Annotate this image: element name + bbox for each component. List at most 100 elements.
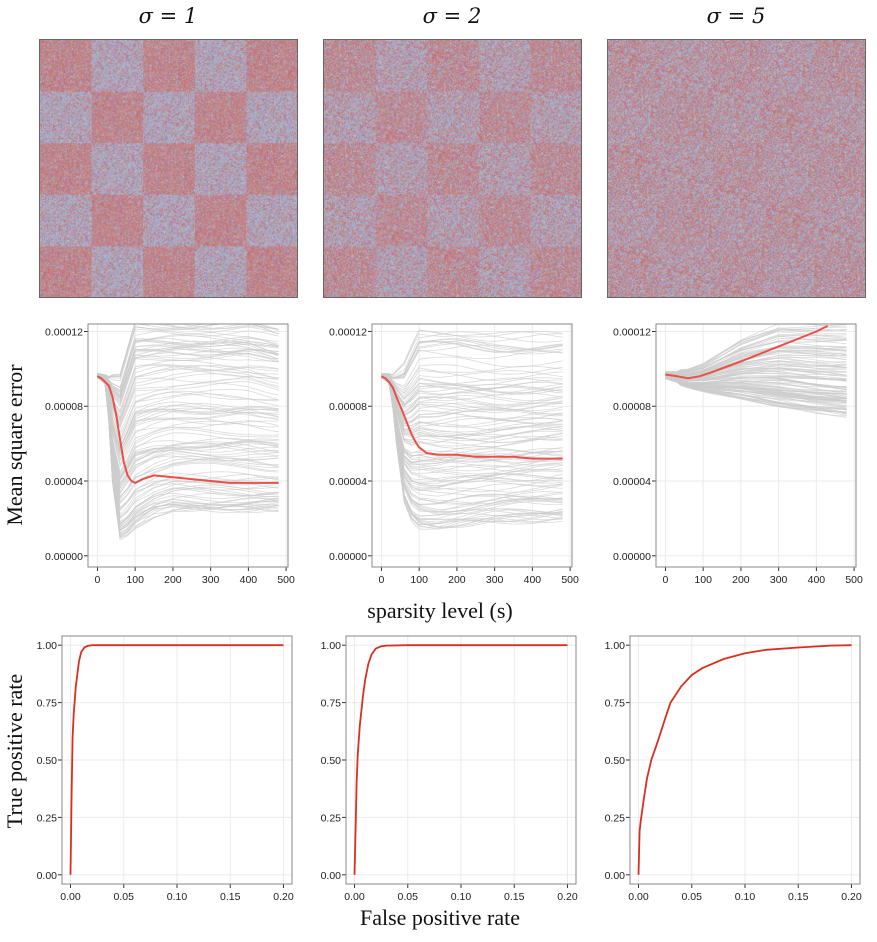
mse-sample-line <box>381 376 563 514</box>
mse-sample-line <box>381 377 563 520</box>
mse-sample-line <box>97 350 279 401</box>
mse-sample-line <box>381 374 563 397</box>
mse-sample-line <box>665 329 847 374</box>
mse-sample-line <box>381 375 563 433</box>
mse-sample-line <box>97 324 279 378</box>
mse-sample-line <box>97 377 279 527</box>
roc-y-tick-label: 1.00 <box>321 640 342 652</box>
mse-ylabel: Mean square error <box>2 364 27 526</box>
roc-x-tick-label: 0.15 <box>504 891 525 903</box>
heatmap-sigma-5 <box>607 39 866 298</box>
mse-sample-line <box>97 376 279 499</box>
mse-sample-line <box>381 375 563 450</box>
mse-sample-line <box>381 377 563 526</box>
roc-x-tick-label: 0.20 <box>841 891 862 903</box>
roc-y-tick-label: 0.75 <box>321 698 342 710</box>
roc-x-tick-label: 0.00 <box>344 891 365 903</box>
mse-sample-line <box>665 376 847 391</box>
mse-sample-line <box>97 377 279 538</box>
column-title-sigma-5: σ = 5 <box>706 4 766 28</box>
mse-sample-line <box>97 377 279 537</box>
mse-sample-line <box>381 376 563 504</box>
mse-sample-line <box>381 376 563 468</box>
mse-sample-line <box>97 376 279 494</box>
mse-sample-line <box>381 375 563 422</box>
mse-sample-line <box>97 375 279 454</box>
mse-sample-line <box>97 376 279 492</box>
mse-sample-line <box>381 374 563 400</box>
mse-sample-line <box>665 345 847 375</box>
roc-ylabel: True positive rate <box>2 673 27 829</box>
mse-sample-line <box>665 375 847 381</box>
roc-y-tick-label: 0.00 <box>321 870 342 882</box>
mse-sample-line <box>381 375 563 432</box>
mse-x-tick-label: 500 <box>277 574 295 586</box>
mse-sample-line <box>97 376 279 525</box>
mse-y-tick-label: 0.00008 <box>329 401 367 413</box>
mse-sample-line <box>381 375 563 427</box>
mse-x-tick-label: 200 <box>732 574 750 586</box>
roc-x-tick-label: 0.15 <box>220 891 241 903</box>
mse-x-tick-label: 100 <box>126 574 144 586</box>
mse-sample-line <box>665 368 847 380</box>
mse-sample-line <box>381 376 563 482</box>
mse-sample-line <box>97 373 279 426</box>
roc-x-tick-label: 0.10 <box>735 891 756 903</box>
mse-sample-line <box>381 376 563 483</box>
mse-sample-line <box>97 374 279 442</box>
roc-panel-border <box>61 635 293 885</box>
mse-sample-line <box>381 375 563 447</box>
roc-x-tick-label: 0.05 <box>114 891 135 903</box>
mse-sample-line <box>97 375 279 461</box>
mse-sample-line <box>381 356 563 387</box>
mse-panel-border <box>87 323 289 568</box>
mse-sample-line <box>381 330 563 376</box>
roc-y-tick-label: 0.75 <box>37 698 58 710</box>
mse-sample-line <box>97 365 279 419</box>
mse-sample-line <box>97 376 279 523</box>
mse-y-tick-label: 0.00012 <box>45 326 83 338</box>
mse-sample-line <box>381 376 563 506</box>
roc-y-tick-label: 0.00 <box>605 870 626 882</box>
roc-y-tick-label: 1.00 <box>37 640 58 652</box>
mse-sample-line <box>381 374 563 407</box>
mse-sample-line <box>97 335 279 394</box>
mse-sample-line <box>381 375 563 457</box>
roc-y-tick-label: 0.00 <box>37 870 58 882</box>
mse-sample-line <box>381 331 563 376</box>
mse-sample-line <box>665 338 847 374</box>
mse-y-tick-label: 0.00000 <box>613 551 651 563</box>
roc-x-tick-label: 0.20 <box>557 891 578 903</box>
mse-sample-line <box>97 375 279 479</box>
mse-y-tick-label: 0.00000 <box>45 551 83 563</box>
mse-sample-line <box>381 375 563 442</box>
mse-sample-line <box>381 374 563 414</box>
mse-sample-line <box>97 376 279 499</box>
mse-xlabel: sparsity level (s) <box>367 598 513 623</box>
mse-sample-line <box>665 349 847 376</box>
mse-sample-line <box>665 378 847 418</box>
mse-sample-line <box>665 347 847 376</box>
mse-sample-line <box>665 378 847 416</box>
mse-sample-line <box>97 376 279 503</box>
roc-y-tick-label: 0.50 <box>321 755 342 767</box>
mse-x-tick-label: 500 <box>561 574 579 586</box>
mse-sample-line <box>381 376 563 472</box>
mse-sample-line <box>97 377 279 534</box>
mse-x-tick-label: 500 <box>845 574 863 586</box>
mse-sample-line <box>97 374 279 429</box>
mse-sample-line <box>381 374 563 416</box>
mse-y-tick-label: 0.00012 <box>329 326 367 338</box>
mse-sample-line <box>97 375 279 481</box>
mse-x-tick-label: 300 <box>770 574 788 586</box>
mse-sample-line <box>381 376 563 505</box>
roc-x-tick-label: 0.10 <box>451 891 472 903</box>
mse-sample-line <box>381 376 563 468</box>
mse-sample-line <box>381 376 563 492</box>
mse-x-tick-label: 0 <box>95 574 101 586</box>
mse-sample-line <box>97 370 279 424</box>
mse-x-tick-label: 300 <box>486 574 504 586</box>
mse-sample-line <box>665 376 847 389</box>
roc-panel-border <box>629 635 861 885</box>
mse-x-tick-label: 400 <box>240 574 258 586</box>
